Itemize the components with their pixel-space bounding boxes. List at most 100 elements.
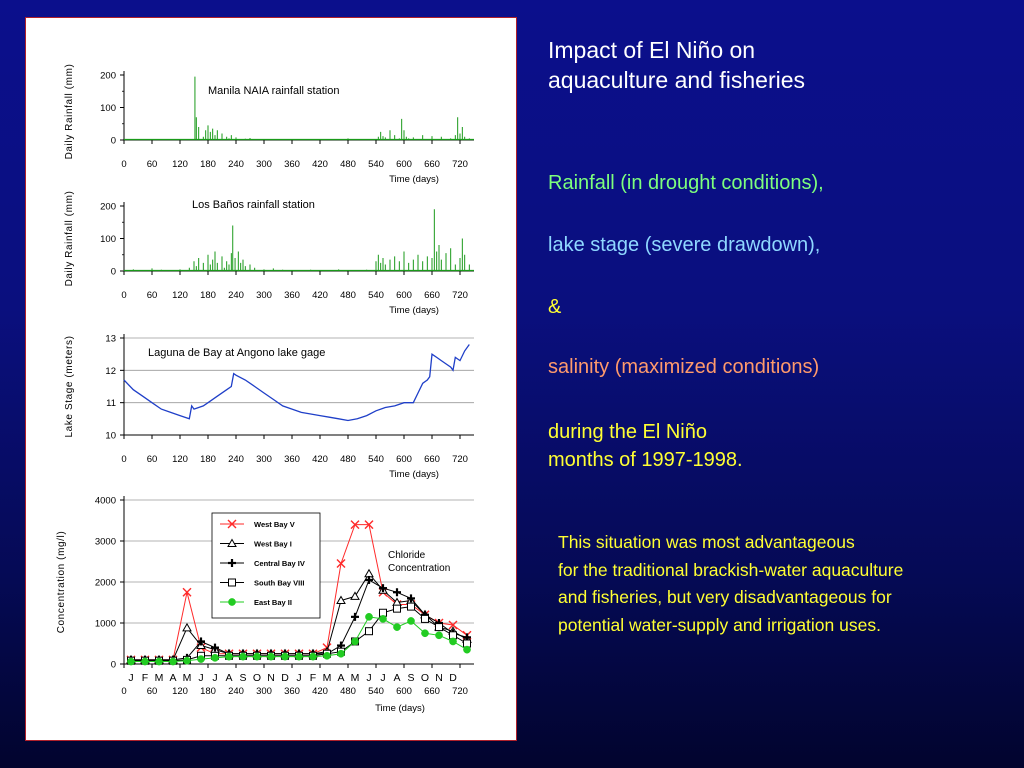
x-tick-label: 120 (172, 454, 188, 465)
data-point (351, 637, 359, 646)
x-tick-label: 60 (147, 290, 158, 301)
data-point-stroke (448, 620, 458, 630)
x-tick-label: 600 (396, 159, 412, 170)
y-tick-label: 10 (105, 431, 116, 442)
legend-label: West Bay I (254, 540, 292, 549)
x-tick-label: 240 (228, 454, 244, 465)
x-tick-label: 300 (256, 159, 272, 170)
x-tick-label: 360 (284, 290, 300, 301)
month-label: D (449, 672, 457, 684)
chart-4: 0 1000 2000 3000 4000 0 60 120 180 240 300 360 420 48… (56, 496, 474, 714)
y-tick-label: 3000 (95, 537, 116, 548)
x-tick-label: 0 (121, 159, 126, 170)
figure-panel: 0 100 200 0 60 120 180 240 300 360 420 480 540 600 660… (25, 17, 517, 741)
legend-marker (228, 598, 236, 606)
y-tick-label: 12 (105, 366, 116, 377)
lake-stage-line: lake stage (severe drawdown), (548, 234, 821, 256)
y-tick-label: 200 (100, 71, 116, 82)
data-point (463, 645, 471, 654)
chart-3: 10 11 12 13 0 60 120 180 240 300 360 420 480 540 600 66… (64, 334, 474, 480)
month-label: F (310, 672, 316, 684)
month-label: S (239, 672, 246, 684)
month-label: S (407, 672, 414, 684)
legend-label: South Bay VIII (254, 579, 304, 588)
month-label: N (267, 672, 275, 684)
month-label: M (183, 672, 192, 684)
data-point (182, 622, 192, 632)
data-point (183, 656, 191, 665)
y-tick-label: 100 (100, 234, 116, 245)
x-tick-label: 180 (200, 159, 216, 170)
month-label: N (435, 672, 443, 684)
data-point (407, 617, 415, 625)
x-tick-label: 300 (256, 686, 272, 697)
x-tick-label: 180 (200, 454, 216, 465)
data-point (239, 652, 247, 661)
data-point (365, 627, 373, 636)
month-label: D (281, 672, 289, 684)
x-tick-label: 120 (172, 686, 188, 697)
legend-label: Central Bay IV (254, 559, 305, 568)
x-tick-label: 60 (147, 159, 158, 170)
legend: West Bay V West Bay I Central Bay IV South … (211, 512, 321, 619)
during-el-nino-line: during the El Niño months of 1997-1998. (548, 421, 743, 471)
x-tick-label: 720 (452, 686, 468, 697)
x-tick-label: 420 (312, 686, 328, 697)
month-label: A (169, 672, 176, 684)
y-tick-label: 13 (105, 334, 116, 345)
data-point-stroke (336, 559, 346, 569)
x-tick-label: 480 (340, 454, 356, 465)
x-tick-label: 600 (396, 454, 412, 465)
data-point (351, 612, 359, 621)
x-tick-label: 240 (228, 159, 244, 170)
month-label: J (366, 672, 371, 684)
data-point (295, 652, 303, 661)
data-point (281, 652, 289, 661)
x-tick-label: 540 (368, 454, 384, 465)
x-tick-label: 120 (172, 290, 188, 301)
x-tick-label: 540 (368, 686, 384, 697)
legend-marker (227, 519, 237, 529)
x-tick-label: 660 (424, 159, 440, 170)
x-tick-label: 480 (340, 686, 356, 697)
y-tick-label: 0 (111, 136, 116, 147)
month-label: J (296, 672, 301, 684)
slide-title: Impact of El Niño on aquaculture and fis… (548, 37, 805, 93)
data-point (127, 657, 135, 666)
data-point (155, 657, 163, 666)
legend-marker-stroke (227, 519, 237, 529)
data-point (421, 629, 429, 638)
x-tick-label: 420 (312, 159, 328, 170)
x-axis-title: Time (days) (389, 305, 439, 316)
legend-label: East Bay II (254, 598, 292, 607)
data-point (141, 657, 149, 666)
data-point (449, 637, 457, 646)
x-tick-label: 540 (368, 159, 384, 170)
data-point (225, 652, 233, 661)
month-label: A (225, 672, 232, 684)
x-tick-label: 720 (452, 454, 468, 465)
x-tick-label: 720 (452, 159, 468, 170)
x-tick-label: 60 (147, 454, 158, 465)
x-tick-label: 300 (256, 454, 272, 465)
data-point (267, 652, 275, 661)
chloride-annotation: Concentration (388, 563, 450, 574)
chart-title: Los Baños rainfall station (192, 199, 315, 211)
data-point (407, 602, 415, 611)
legend-box (211, 512, 321, 619)
x-tick-label: 360 (284, 159, 300, 170)
month-label: O (253, 672, 261, 684)
salinity-line: salinity (maximized conditions) (548, 356, 820, 378)
x-tick-label: 480 (340, 159, 356, 170)
rainfall-line: Rainfall (in drought conditions), (548, 172, 824, 194)
data-point (337, 649, 345, 658)
x-tick-label: 120 (172, 159, 188, 170)
x-tick-label: 660 (424, 290, 440, 301)
data-point-stroke (350, 520, 360, 530)
data-point (197, 637, 205, 646)
data-point (350, 591, 360, 600)
month-label: A (337, 672, 344, 684)
y-tick-label: 1000 (95, 619, 116, 630)
x-tick-label: 180 (200, 686, 216, 697)
data-point (211, 654, 219, 662)
